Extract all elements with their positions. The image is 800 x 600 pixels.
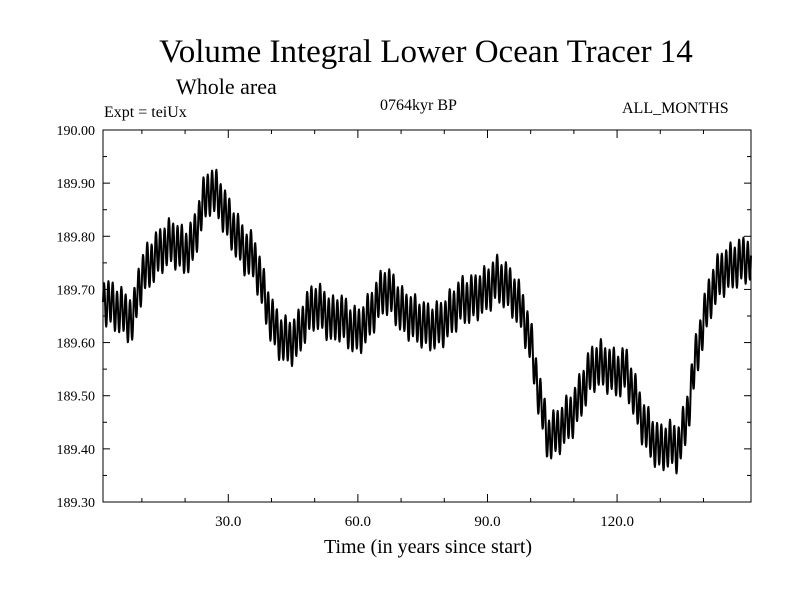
y-tick-label: 189.80 (57, 230, 96, 245)
x-tick-label: 30.0 (215, 514, 241, 530)
x-axis-label: Time (in years since start) (323, 536, 533, 558)
x-tick-label: 90.0 (474, 514, 500, 530)
y-tick-label: 189.60 (57, 337, 96, 352)
chart-title: Volume Integral Lower Ocean Tracer 14 (159, 34, 693, 70)
y-tick-label: 189.90 (57, 177, 96, 192)
x-tick-label: 60.0 (345, 514, 371, 530)
experiment-label: Expt = teiUx (104, 104, 187, 121)
period-label: 0764kyr BP (380, 97, 457, 114)
y-tick-label: 189.70 (57, 283, 96, 298)
data-series-line (102, 168, 752, 475)
y-tick-label: 189.50 (57, 390, 96, 405)
chart-subtitle: Whole area (176, 74, 277, 99)
plot-frame (102, 129, 752, 503)
x-tick-label: 120.0 (600, 514, 634, 530)
tick-labels-layer: 189.30 189.40 189.50 189.60 189.70 189.80 189.… (57, 124, 634, 530)
y-tick-label: 190.00 (57, 124, 96, 139)
y-tick-label: 189.30 (57, 496, 96, 511)
months-label: ALL_MONTHS (622, 100, 729, 117)
y-tick-label: 189.40 (57, 443, 96, 458)
